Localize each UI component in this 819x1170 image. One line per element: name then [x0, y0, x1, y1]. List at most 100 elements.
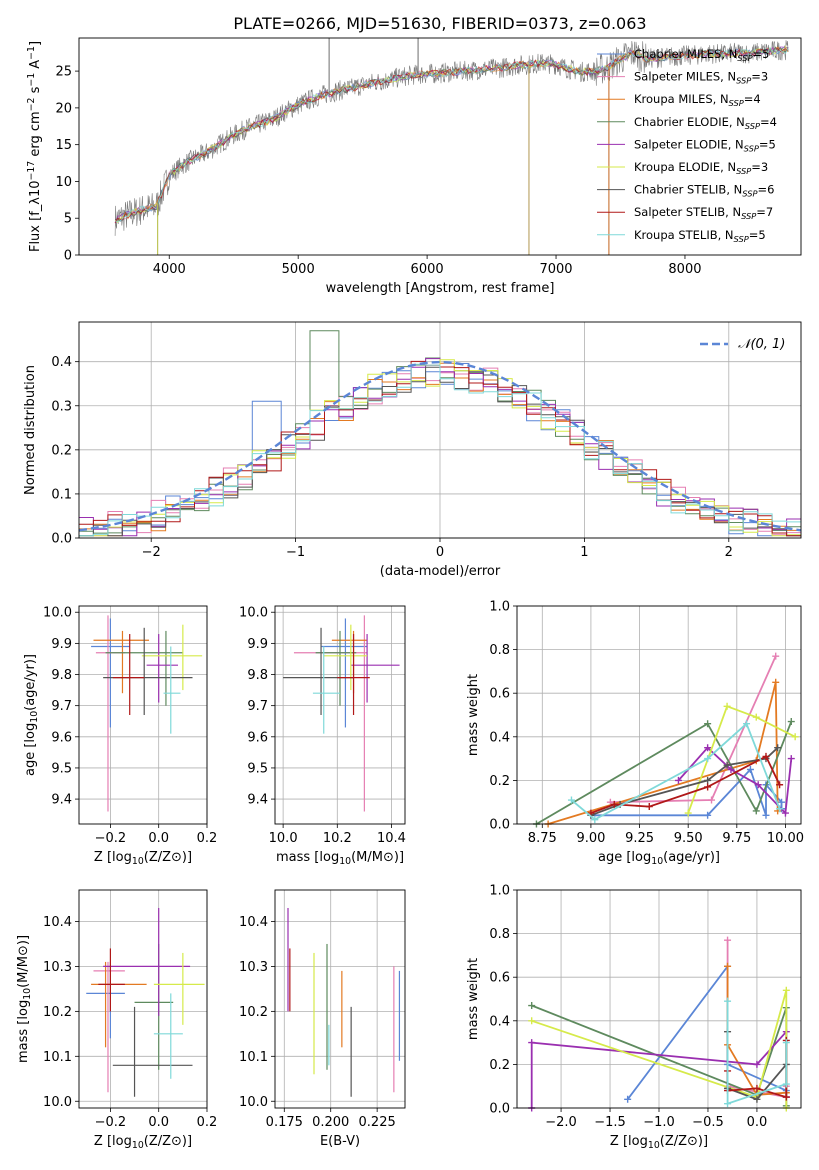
x-tick-label: 10.4 — [377, 831, 406, 846]
x-tick-label: −2.0 — [545, 1115, 577, 1130]
weight-point-marker — [724, 997, 732, 1005]
axes-frame — [274, 889, 406, 1109]
legend-entry: Chabrier ELODIE, NSSP=4 — [634, 115, 777, 131]
weight-series-line — [536, 721, 793, 824]
x-axis-label: mass [log10(M/M⊙)] — [276, 850, 404, 867]
weight-point-marker — [743, 720, 751, 728]
weight-point-marker — [591, 816, 599, 824]
weight-point-marker — [753, 1060, 761, 1068]
x-tick-label: 9.00 — [576, 831, 605, 846]
y-tick-label: 5 — [64, 212, 72, 227]
residuals-panel: −2 −1 0 1 2 0.0 0.1 0.2 0.3 0.4 (data-model)/error… — [23, 321, 802, 579]
weight-point-marker — [674, 776, 682, 784]
weight-point-marker — [624, 1095, 632, 1103]
x-tick-label: −1 — [286, 545, 305, 560]
legend-entry: Salpeter ELODIE, NSSP=5 — [634, 137, 776, 153]
weight-point-marker — [762, 811, 770, 819]
axes-frame — [274, 605, 406, 825]
y-tick-label: 0.1 — [51, 487, 72, 502]
weight-point-marker — [752, 713, 760, 721]
y-tick-label: 9.4 — [247, 793, 268, 808]
y-tick-label: 9.9 — [247, 637, 268, 652]
weight-point-marker — [787, 755, 795, 763]
weight-point-marker — [753, 1095, 761, 1103]
weight-vs-age-panel: 8.75 9.00 9.25 9.50 9.75 10.00 0.0 0.2 0.4 0.6 0.8… — [466, 600, 804, 868]
weight-vs-metallicity-panel: −2.0 −1.5 −1.0 −0.5 0.0 0.0 0.2 0.4 0.6 0.8 1.0 Z [… — [466, 884, 802, 1151]
x-axis-label: (data-model)/error — [380, 564, 501, 579]
y-tick-label: 1.0 — [489, 600, 510, 615]
x-axis-label: wavelength [Angstrom, rest frame] — [326, 281, 555, 296]
y-tick-label: 10.1 — [239, 1050, 268, 1065]
x-tick-label: 0.0 — [747, 1115, 768, 1130]
axes-frame — [78, 605, 208, 825]
axes-frame — [78, 37, 802, 256]
y-tick-label: 10.2 — [43, 1005, 72, 1020]
y-tick-label: 10.3 — [43, 960, 72, 975]
axes-frame — [78, 321, 802, 539]
y-tick-label: 0.4 — [489, 1014, 510, 1029]
y-tick-label: 0.2 — [51, 443, 72, 458]
weight-point-marker — [528, 1002, 536, 1010]
weight-point-marker — [772, 678, 780, 686]
weight-series-line — [726, 1001, 788, 1105]
legend-entry: Salpeter STELIB, NSSP=7 — [634, 205, 773, 221]
weight-point-marker — [708, 796, 716, 804]
y-tick-label: 0.6 — [489, 687, 510, 702]
weight-point-marker — [528, 1017, 536, 1025]
y-tick-label: 15 — [55, 138, 72, 153]
y-axis-label: Normed distribution — [23, 365, 38, 495]
mass-vs-extinction-panel: 0.175 0.200 0.225 10.0 10.1 10.2 10.3 10.4 E(B-V… — [239, 889, 406, 1149]
y-tick-label: 10.4 — [239, 915, 268, 930]
age-vs-metallicity-panel: −0.2 0.0 0.2 9.4 9.5 9.6 9.7 9.8 9.9 10.0 Z [log10… — [23, 605, 218, 867]
y-tick-label: 0.4 — [489, 730, 510, 745]
weight-point-marker — [727, 766, 735, 773]
gaussian-reference-line — [79, 360, 801, 532]
x-tick-label: 0.2 — [197, 1115, 218, 1130]
y-tick-label: 10 — [55, 175, 72, 190]
weight-series-line — [590, 755, 781, 814]
weight-point-marker — [752, 807, 760, 815]
weight-point-marker — [567, 796, 575, 804]
x-tick-label: 10.00 — [767, 831, 804, 846]
legend-entry: Kroupa MILES, NSSP=4 — [634, 92, 761, 108]
y-tick-label: 1.0 — [489, 884, 510, 899]
axes-frame — [516, 605, 802, 825]
x-tick-label: 10.0 — [269, 831, 298, 846]
x-tick-label: 7000 — [539, 262, 572, 277]
weight-point-marker — [782, 1039, 790, 1047]
weight-point-marker — [724, 936, 732, 944]
x-tick-label: 2 — [725, 545, 733, 560]
y-tick-label: 0.8 — [489, 643, 510, 658]
weight-point-marker — [782, 1093, 790, 1101]
x-tick-label: 0 — [436, 545, 444, 560]
weight-point-marker — [772, 652, 780, 660]
x-tick-label: −1.0 — [643, 1115, 675, 1130]
x-tick-label: 0.200 — [312, 1115, 349, 1130]
mass-vs-metallicity-panel: −0.2 0.0 0.2 10.0 10.1 10.2 10.3 10.4 Z [log10(Z… — [16, 889, 218, 1151]
weight-point-marker — [704, 776, 712, 784]
y-axis-label: mass [log10(M/M⊙)] — [16, 935, 33, 1063]
weight-point-marker — [776, 781, 784, 789]
y-axis-label: mass weight — [466, 674, 481, 756]
x-tick-label: −0.2 — [95, 831, 127, 846]
spectrum-panel: 4000 5000 6000 7000 8000 0 5 10 15 20 25 wavelength… — [26, 37, 802, 296]
weight-point-marker — [723, 702, 731, 710]
histogram-step-line — [79, 363, 801, 537]
x-tick-label: 0.2 — [197, 831, 218, 846]
y-tick-label: 25 — [55, 65, 72, 80]
weight-point-marker — [704, 720, 712, 728]
legend-entry: Salpeter MILES, NSSP=3 — [634, 70, 768, 86]
figure-title: PLATE=0266, MJD=51630, FIBERID=0373, z=0… — [233, 14, 646, 33]
y-tick-label: 0.8 — [489, 927, 510, 942]
axes-frame — [516, 889, 802, 1109]
weight-point-marker — [746, 766, 754, 773]
x-axis-label: E(B-V) — [320, 1134, 360, 1149]
age-vs-mass-panel: 10.0 10.2 10.4 9.4 9.5 9.6 9.7 9.8 9.9 10.0 mass [… — [239, 605, 406, 867]
legend-entry: Kroupa ELODIE, NSSP=3 — [634, 160, 768, 176]
weight-point-marker — [610, 800, 618, 808]
y-tick-label: 0.0 — [51, 532, 72, 547]
weight-point-marker — [723, 761, 731, 769]
x-tick-label: 1 — [580, 545, 588, 560]
weight-point-marker — [778, 798, 786, 806]
y-tick-label: 9.9 — [51, 637, 72, 652]
